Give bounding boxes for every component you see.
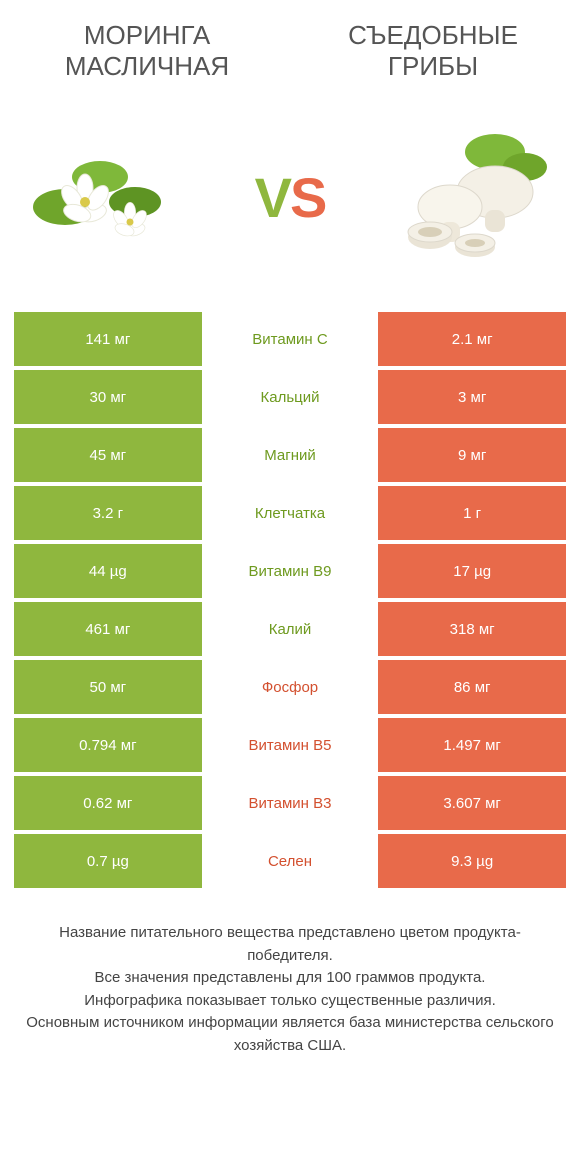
right-value-cell: 9 мг [378, 428, 566, 482]
mushroom-icon [400, 132, 550, 262]
nutrient-label: Калий [202, 602, 379, 656]
table-row: 461 мгКалий318 мг [14, 602, 566, 656]
left-value-cell: 0.7 µg [14, 834, 202, 888]
right-value-cell: 86 мг [378, 660, 566, 714]
nutrient-label: Витамин B3 [202, 776, 379, 830]
nutrient-label: Фосфор [202, 660, 379, 714]
table-row: 44 µgВитамин B917 µg [14, 544, 566, 598]
vs-label: VS [255, 165, 326, 230]
right-product-title: Съедобные грибы [316, 20, 550, 82]
right-value-cell: 2.1 мг [378, 312, 566, 366]
right-value-cell: 1 г [378, 486, 566, 540]
table-row: 141 мгВитамин C2.1 мг [14, 312, 566, 366]
table-row: 0.62 мгВитамин B33.607 мг [14, 776, 566, 830]
nutrient-label: Селен [202, 834, 379, 888]
footnote-line: Все значения представлены для 100 граммо… [20, 967, 560, 990]
footnote-line: Основным источником информации является … [20, 1012, 560, 1057]
right-value-cell: 3 мг [378, 370, 566, 424]
nutrient-label: Кальций [202, 370, 379, 424]
left-value-cell: 45 мг [14, 428, 202, 482]
nutrient-label: Магний [202, 428, 379, 482]
right-value-cell: 17 µg [378, 544, 566, 598]
left-value-cell: 461 мг [14, 602, 202, 656]
left-value-cell: 3.2 г [14, 486, 202, 540]
hero-row: VS [0, 92, 580, 312]
left-value-cell: 141 мг [14, 312, 202, 366]
comparison-table: 141 мгВитамин C2.1 мг30 мгКальций3 мг45 … [0, 312, 580, 888]
table-row: 30 мгКальций3 мг [14, 370, 566, 424]
table-row: 45 мгМагний9 мг [14, 428, 566, 482]
right-value-cell: 3.607 мг [378, 776, 566, 830]
header: Моринга масличная Съедобные грибы [0, 0, 580, 92]
nutrient-label: Витамин C [202, 312, 379, 366]
left-value-cell: 0.62 мг [14, 776, 202, 830]
left-product-image [20, 122, 190, 272]
table-row: 0.794 мгВитамин B51.497 мг [14, 718, 566, 772]
nutrient-label: Витамин B5 [202, 718, 379, 772]
moringa-icon [30, 132, 180, 262]
left-value-cell: 0.794 мг [14, 718, 202, 772]
right-value-cell: 318 мг [378, 602, 566, 656]
nutrient-label: Витамин B9 [202, 544, 379, 598]
left-value-cell: 50 мг [14, 660, 202, 714]
right-value-cell: 1.497 мг [378, 718, 566, 772]
left-value-cell: 44 µg [14, 544, 202, 598]
table-row: 0.7 µgСелен9.3 µg [14, 834, 566, 888]
nutrient-label: Клетчатка [202, 486, 379, 540]
footnote-line: Инфографика показывает только существенн… [20, 990, 560, 1013]
footnote: Название питательного вещества представл… [0, 892, 580, 1057]
left-product-title: Моринга масличная [30, 20, 264, 82]
right-value-cell: 9.3 µg [378, 834, 566, 888]
table-row: 3.2 гКлетчатка1 г [14, 486, 566, 540]
footnote-line: Название питательного вещества представл… [20, 922, 560, 967]
left-value-cell: 30 мг [14, 370, 202, 424]
right-product-image [390, 122, 560, 272]
table-row: 50 мгФосфор86 мг [14, 660, 566, 714]
